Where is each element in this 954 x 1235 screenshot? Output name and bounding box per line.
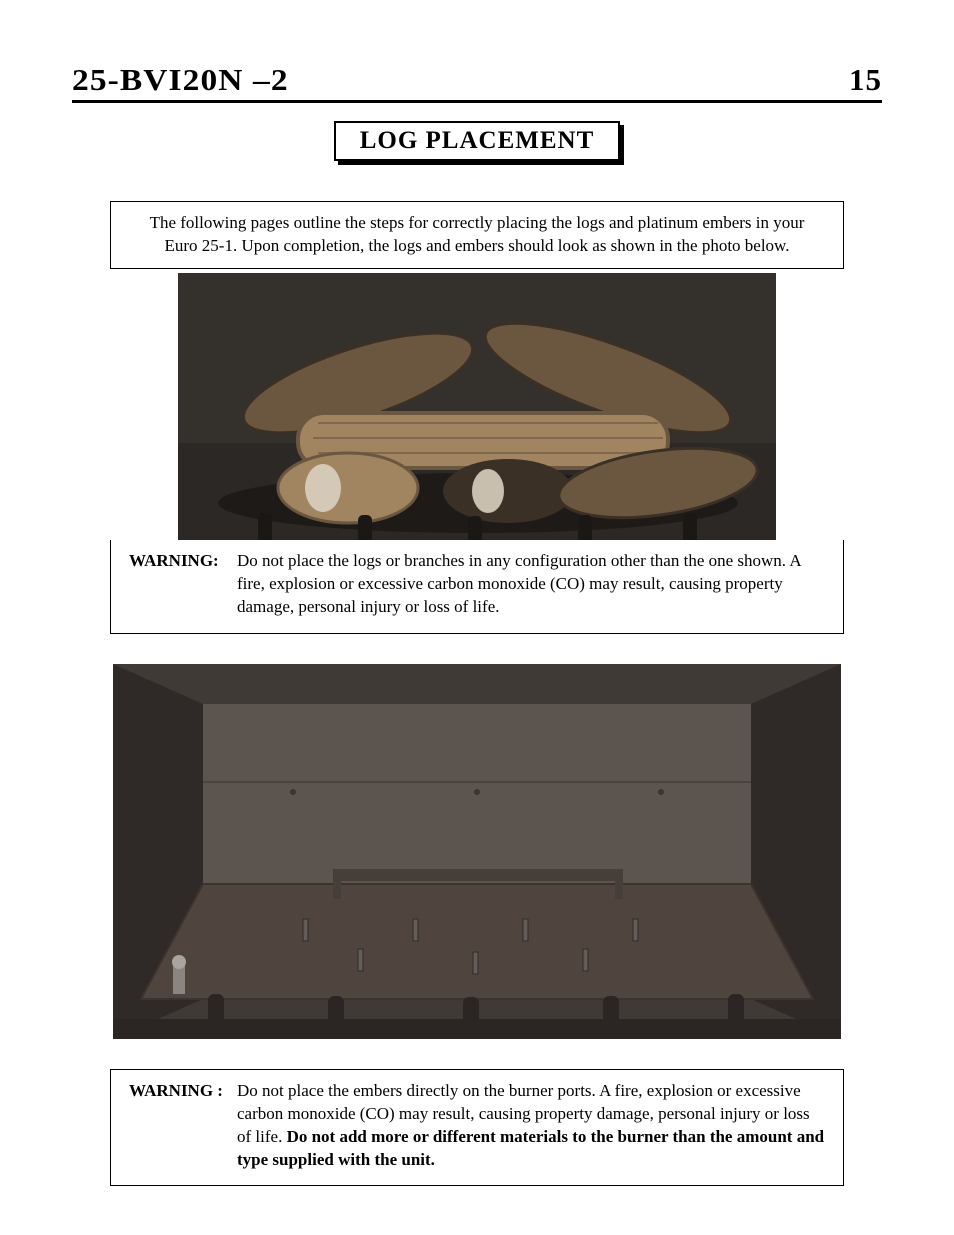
- page-number: 15: [849, 62, 882, 98]
- manual-page: 25-BVI20N –2 15 LOG PLACEMENT The follow…: [0, 0, 954, 1235]
- photo-empty-firebox: [113, 664, 841, 1039]
- photo-empty-wrap: [110, 664, 844, 1039]
- section-title: LOG PLACEMENT: [334, 121, 621, 161]
- logs-illustration: [178, 273, 776, 540]
- section-title-wrap: LOG PLACEMENT: [72, 121, 882, 161]
- warning-2-label: WARNING :: [129, 1080, 237, 1172]
- warning-1-label: WARNING:: [129, 550, 237, 619]
- warning-box-2: WARNING : Do not place the embers direct…: [110, 1069, 844, 1187]
- warning-box-1: WARNING: Do not place the logs or branch…: [110, 540, 844, 634]
- photo-completed-logs: [178, 273, 776, 540]
- page-header: 25-BVI20N –2 15: [72, 62, 882, 103]
- warning-2-text: Do not place the embers directly on the …: [237, 1080, 825, 1172]
- model-number: 25-BVI20N –2: [72, 62, 289, 98]
- warning-1-text: Do not place the logs or branches in any…: [237, 550, 825, 619]
- intro-text: The following pages outline the steps fo…: [150, 213, 805, 255]
- empty-firebox-illustration: [113, 664, 841, 1039]
- intro-text-box: The following pages outline the steps fo…: [110, 201, 844, 269]
- warning-2-text-bold: Do not add more or different materials t…: [237, 1127, 824, 1169]
